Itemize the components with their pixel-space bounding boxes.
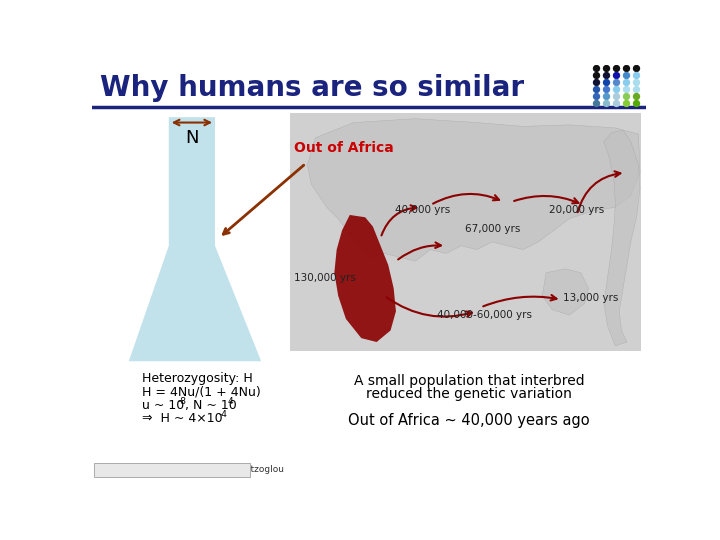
Point <box>600 64 612 72</box>
Point <box>600 91 612 100</box>
Point <box>590 84 602 93</box>
Text: Out of Africa: Out of Africa <box>294 141 393 155</box>
Text: u ~ 10: u ~ 10 <box>142 399 184 411</box>
Text: 4: 4 <box>228 397 233 406</box>
Point <box>631 77 642 86</box>
Point <box>631 84 642 93</box>
Point <box>631 91 642 100</box>
Text: , N ~ 10: , N ~ 10 <box>185 399 237 411</box>
Text: -8: -8 <box>178 397 187 406</box>
Point <box>600 98 612 107</box>
Point <box>631 71 642 79</box>
Text: 20,000 yrs: 20,000 yrs <box>549 205 605 214</box>
Point <box>600 77 612 86</box>
Text: 40,000 yrs: 40,000 yrs <box>395 205 451 214</box>
Text: ⇒  H ~ 4×10: ⇒ H ~ 4×10 <box>142 411 222 425</box>
Point <box>590 71 602 79</box>
Polygon shape <box>334 215 396 342</box>
Text: N: N <box>185 129 199 147</box>
Text: reduced the genetic variation: reduced the genetic variation <box>366 387 572 401</box>
Text: A small population that interbred: A small population that interbred <box>354 374 585 388</box>
Text: Out of Africa ~ 40,000 years ago: Out of Africa ~ 40,000 years ago <box>348 413 590 428</box>
Point <box>621 71 632 79</box>
Point <box>590 77 602 86</box>
Point <box>621 64 632 72</box>
Polygon shape <box>307 119 640 261</box>
Point <box>600 84 612 93</box>
Point <box>621 77 632 86</box>
Polygon shape <box>604 130 640 346</box>
Point <box>611 77 622 86</box>
Point <box>611 91 622 100</box>
Point <box>631 98 642 107</box>
Text: 13,000 yrs: 13,000 yrs <box>563 293 618 303</box>
Point <box>611 98 622 107</box>
Text: 67,000 yrs: 67,000 yrs <box>464 224 520 234</box>
Point <box>590 98 602 107</box>
Point <box>611 71 622 79</box>
Text: H = 4Nu/(1 + 4Nu): H = 4Nu/(1 + 4Nu) <box>142 386 261 399</box>
Bar <box>290 112 641 351</box>
Text: 40,000-60,000 yrs: 40,000-60,000 yrs <box>437 310 532 320</box>
FancyBboxPatch shape <box>94 463 250 477</box>
Polygon shape <box>129 117 261 361</box>
Point <box>600 71 612 79</box>
Text: 130,000 yrs: 130,000 yrs <box>294 273 356 283</box>
Text: Heterozygosity: H: Heterozygosity: H <box>142 373 253 386</box>
Text: Why humans are so similar: Why humans are so similar <box>99 74 523 102</box>
Polygon shape <box>542 269 588 315</box>
Point <box>611 64 622 72</box>
Point <box>631 64 642 72</box>
Point <box>590 91 602 100</box>
Point <box>611 84 622 93</box>
Point <box>590 64 602 72</box>
Point <box>621 84 632 93</box>
Text: CS273a Lecture 3,  Spring 07,  Batzoglou: CS273a Lecture 3, Spring 07, Batzoglou <box>98 465 284 474</box>
Point <box>621 98 632 107</box>
Point <box>621 91 632 100</box>
Text: -4: -4 <box>218 410 227 419</box>
